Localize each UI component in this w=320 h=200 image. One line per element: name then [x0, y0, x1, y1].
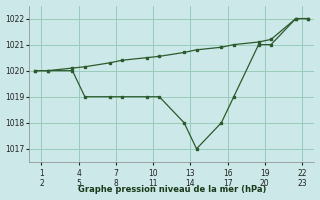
Text: 11: 11: [148, 179, 158, 188]
Text: 13: 13: [186, 169, 195, 178]
Text: 17: 17: [223, 179, 232, 188]
Text: 10: 10: [148, 169, 158, 178]
Text: 7: 7: [113, 169, 118, 178]
Text: 19: 19: [260, 169, 270, 178]
Text: 1: 1: [39, 169, 44, 178]
Text: 2: 2: [39, 179, 44, 188]
X-axis label: Graphe pression niveau de la mer (hPa): Graphe pression niveau de la mer (hPa): [77, 185, 266, 194]
Text: 20: 20: [260, 179, 270, 188]
Text: 22: 22: [297, 169, 307, 178]
Text: 4: 4: [76, 169, 81, 178]
Text: 16: 16: [223, 169, 232, 178]
Text: 8: 8: [114, 179, 118, 188]
Text: 14: 14: [186, 179, 195, 188]
Text: 5: 5: [76, 179, 81, 188]
Text: 23: 23: [297, 179, 307, 188]
